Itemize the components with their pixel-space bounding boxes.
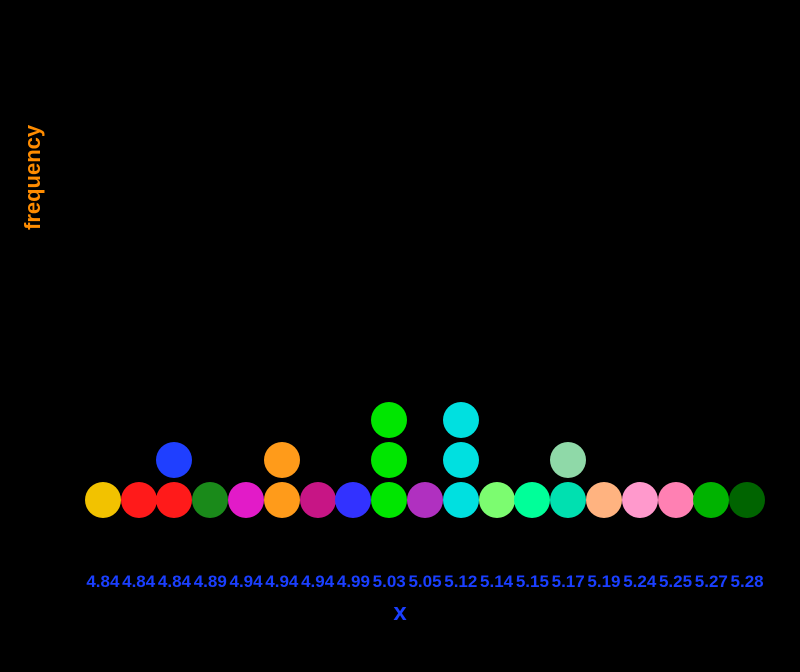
plot-area	[85, 20, 765, 560]
x-tick-label: 5.03	[373, 572, 406, 592]
x-tick-label: 5.24	[623, 572, 656, 592]
x-tick-label: 4.84	[158, 572, 191, 592]
x-tick-label: 5.25	[659, 572, 692, 592]
x-tick-label: 4.94	[265, 572, 298, 592]
y-axis-label: frequency	[20, 125, 46, 230]
dot	[300, 482, 336, 518]
dot	[371, 442, 407, 478]
dot	[550, 442, 586, 478]
dot	[371, 402, 407, 438]
dot	[622, 482, 658, 518]
x-tick-label: 5.05	[408, 572, 441, 592]
dot	[407, 482, 443, 518]
dot	[264, 442, 300, 478]
dot	[514, 482, 550, 518]
dot	[550, 482, 586, 518]
dot	[228, 482, 264, 518]
dot	[479, 482, 515, 518]
x-tick-label: 5.28	[731, 572, 764, 592]
dot	[85, 482, 121, 518]
x-tick-label: 5.15	[516, 572, 549, 592]
dot	[264, 482, 300, 518]
x-tick-label: 4.84	[122, 572, 155, 592]
x-tick-label: 5.19	[587, 572, 620, 592]
x-tick-label: 4.94	[301, 572, 334, 592]
chart-container: frequency 4.844.844.844.894.944.944.944.…	[0, 0, 800, 672]
dot	[156, 482, 192, 518]
x-axis-label: x	[393, 599, 406, 627]
x-tick-label: 4.84	[86, 572, 119, 592]
dot	[121, 482, 157, 518]
x-tick-label: 5.17	[552, 572, 585, 592]
dot	[443, 442, 479, 478]
dot	[335, 482, 371, 518]
dot	[371, 482, 407, 518]
dot	[192, 482, 228, 518]
x-tick-label: 4.99	[337, 572, 370, 592]
x-tick-label: 4.94	[230, 572, 263, 592]
x-tick-label: 5.12	[444, 572, 477, 592]
x-tick-label: 5.14	[480, 572, 513, 592]
x-tick-label: 4.89	[194, 572, 227, 592]
x-tick-label: 5.27	[695, 572, 728, 592]
dot	[156, 442, 192, 478]
dot	[729, 482, 765, 518]
dot	[693, 482, 729, 518]
dot	[658, 482, 694, 518]
dot	[443, 482, 479, 518]
dot	[443, 402, 479, 438]
dot	[586, 482, 622, 518]
